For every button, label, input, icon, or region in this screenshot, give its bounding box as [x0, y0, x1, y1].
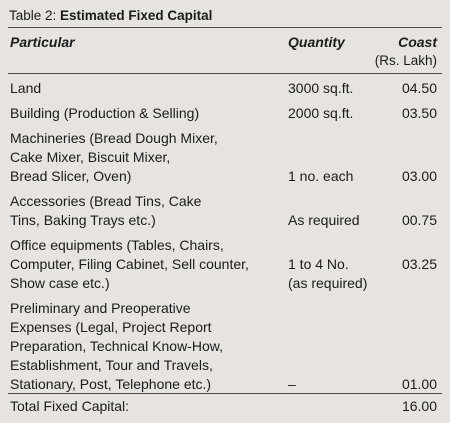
table-row: Machineries (Bread Dough Mixer, Cake Mix… — [0, 129, 450, 186]
cell-quantity: As required — [288, 212, 360, 228]
table-caption: Table 2: Estimated Fixed Capital — [9, 7, 212, 25]
total-cost: 16.00 — [401, 398, 437, 414]
table-row: Accessories (Bread Tins, Cake Tins, Baki… — [0, 192, 450, 230]
header-cost-unit: (Rs. Lakh) — [374, 53, 437, 68]
cell-quantity: – — [288, 376, 296, 392]
caption-prefix: Table 2: — [9, 8, 61, 23]
cell-quantity: 1 no. each — [288, 168, 354, 184]
header-cost: Coast — [398, 34, 437, 50]
cell-cost: 03.50 — [401, 105, 437, 121]
cell-particular: Building (Production & Selling) — [10, 105, 200, 121]
cell-particular: Land — [10, 80, 42, 96]
cell-quantity: 3000 sq.ft. — [288, 80, 354, 96]
cell-quantity: 1 to 4 No. (as required) — [288, 256, 368, 291]
table-row: Preliminary and Preoperative Expenses (L… — [0, 299, 450, 394]
cell-cost: 03.00 — [401, 168, 437, 184]
table-row: Building (Production & Selling) 2000 sq.… — [0, 104, 450, 123]
total-rule — [8, 393, 442, 394]
cell-cost: 04.50 — [401, 80, 437, 96]
table-row: Land 3000 sq.ft. 04.50 — [0, 79, 450, 98]
header-bottom-rule — [8, 73, 442, 74]
table-row: Office equipments (Tables, Chairs, Compu… — [0, 236, 450, 293]
cell-cost: 03.25 — [401, 256, 437, 272]
total-label: Total Fixed Capital: — [10, 398, 130, 414]
cell-particular: Machineries (Bread Dough Mixer, Cake Mix… — [10, 130, 218, 184]
cell-particular: Preliminary and Preoperative Expenses (L… — [10, 300, 223, 392]
caption-title: Estimated Fixed Capital — [60, 8, 213, 23]
header-top-rule — [8, 27, 442, 28]
header-quantity: Quantity — [288, 34, 345, 50]
cell-particular: Office equipments (Tables, Chairs, Compu… — [10, 237, 249, 291]
header-particular: Particular — [10, 34, 75, 50]
cell-cost: 01.00 — [401, 376, 437, 392]
cell-quantity: 2000 sq.ft. — [288, 105, 354, 121]
total-row: Total Fixed Capital: 16.00 — [0, 397, 450, 416]
cell-particular: Accessories (Bread Tins, Cake Tins, Baki… — [10, 193, 202, 228]
cell-cost: 00.75 — [401, 212, 437, 228]
